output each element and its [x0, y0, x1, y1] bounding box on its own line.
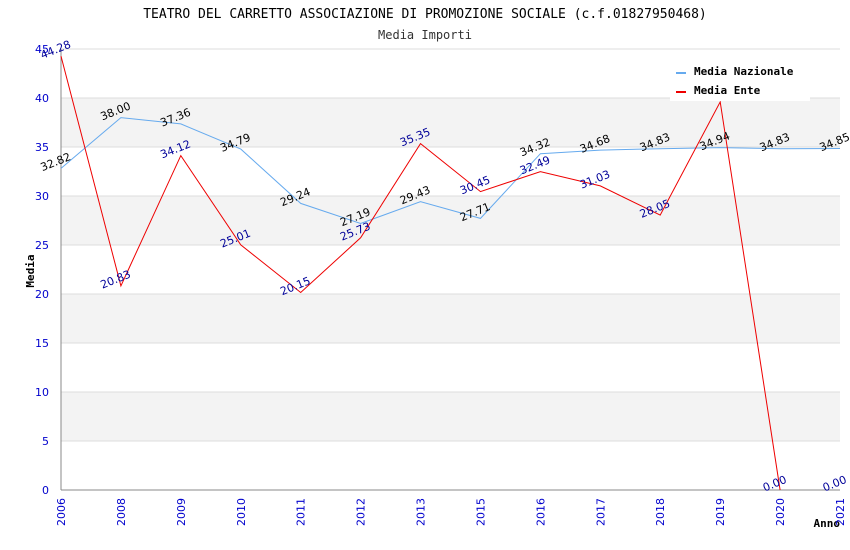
y-tick-label: 30 [35, 190, 49, 203]
y-tick-label: 35 [35, 141, 49, 154]
x-tick-labels: 2006 2008 2009 2010 2011 2012 2013 2015 2016 2017… [55, 498, 847, 526]
chart-subtitle: Media Importi [378, 28, 472, 42]
x-tick-label: 2021 [834, 498, 847, 526]
x-tick-label: 2009 [175, 498, 188, 526]
y-tick-label: 40 [35, 92, 49, 105]
legend-label-nazionale: Media Nazionale [694, 65, 794, 78]
axes [60, 49, 840, 491]
data-label-ente: 31.03 [578, 168, 612, 192]
gridlines [61, 48, 840, 442]
grid-band [61, 98, 840, 147]
series-line-media-ente [60, 55, 781, 491]
x-axis-label: Anno [814, 517, 841, 530]
legend-box [670, 58, 810, 101]
data-label-ente: 30.45 [458, 173, 492, 197]
x-tick-label: 2012 [355, 498, 368, 526]
y-tick-labels: 0 5 10 15 20 25 30 35 40 45 [35, 43, 49, 497]
x-tick-label: 2018 [654, 498, 667, 526]
legend: Media Nazionale Media Ente [670, 58, 810, 101]
x-tick-label: 2008 [115, 498, 128, 526]
data-label-ente: 0.00 [821, 473, 849, 494]
x-tick-label: 2019 [714, 498, 727, 526]
data-label-ente: 44.28 [39, 38, 73, 62]
x-tick-label: 2016 [534, 498, 547, 526]
y-tick-label: 20 [35, 288, 49, 301]
x-tick-label: 2020 [774, 498, 787, 526]
y-tick-label: 45 [35, 43, 49, 56]
series-lines [60, 55, 841, 491]
x-tick-label: 2013 [415, 498, 428, 526]
data-label-ente: 0.00 [761, 473, 789, 494]
legend-label-ente: Media Ente [694, 84, 761, 97]
grid-band [61, 196, 840, 245]
x-tick-label: 2015 [474, 498, 487, 526]
data-label-ente: 20.83 [99, 268, 133, 292]
grid-band [61, 294, 840, 343]
y-tick-label: 10 [35, 386, 49, 399]
series-line-media-nazionale [60, 117, 841, 225]
background-bands [61, 98, 840, 441]
y-tick-label: 15 [35, 337, 49, 350]
y-tick-label: 5 [42, 435, 49, 448]
grid-band [61, 392, 840, 441]
x-tick-label: 2011 [295, 498, 308, 526]
y-axis-label: Media [24, 254, 37, 287]
x-tick-label: 2006 [55, 498, 68, 526]
y-tick-label: 0 [42, 484, 49, 497]
x-tick-label: 2010 [235, 498, 248, 526]
chart-title: TEATRO DEL CARRETTO ASSOCIAZIONE DI PROM… [143, 7, 707, 22]
y-tick-label: 25 [35, 239, 49, 252]
x-tick-label: 2017 [594, 498, 607, 526]
